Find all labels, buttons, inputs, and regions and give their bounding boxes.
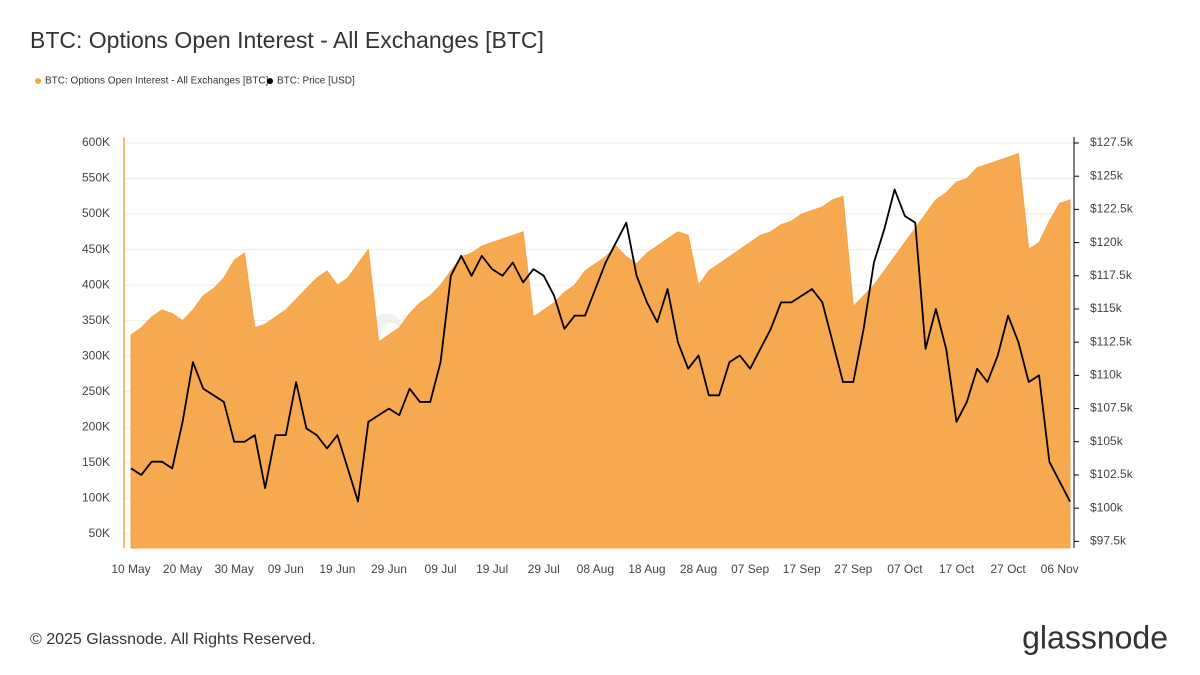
y2-tick-label: $117.5k [1090, 268, 1133, 282]
price-line [130, 188, 1071, 503]
legend-marker [267, 78, 273, 84]
x-tick-label: 10 May [111, 562, 150, 576]
area [130, 152, 1071, 549]
y2-tick-label: $100k [1090, 500, 1124, 514]
x-tick-label: 17 Sep [783, 562, 821, 576]
x-tick-label: 09 Jun [268, 562, 304, 576]
x-tick-label: 28 Aug [680, 562, 717, 576]
x-tick-label: 27 Oct [990, 562, 1026, 576]
x-tick-label: 29 Jun [371, 562, 407, 576]
x-tick-label: 09 Jul [425, 562, 457, 576]
y2-tick-label: $112.5k [1090, 334, 1133, 348]
y-tick-label: 100K [82, 490, 110, 504]
y-tick-label: 50K [89, 526, 110, 540]
y-tick-label: 300K [82, 348, 110, 362]
y2-tick-label: $97.5k [1090, 534, 1127, 548]
x-tick-label: 08 Aug [577, 562, 614, 576]
legend-label: BTC: Price [USD] [277, 76, 355, 87]
y-tick-label: 200K [82, 419, 110, 433]
y-tick-label: 350K [82, 313, 110, 327]
x-tick-label: 30 May [215, 562, 254, 576]
y2-tick-label: $102.5k [1090, 467, 1134, 481]
legend-marker [35, 78, 41, 84]
x-tick-label: 06 Nov [1041, 562, 1079, 576]
y2-tick-label: $122.5k [1090, 202, 1134, 216]
x-tick-label: 17 Oct [939, 562, 975, 576]
y2-tick-label: $125k [1090, 168, 1124, 182]
y-tick-label: 150K [82, 455, 110, 469]
y-tick-label: 450K [82, 242, 110, 256]
y-tick-label: 600K [82, 135, 110, 149]
footer: © 2025 Glassnode. All Rights Reserved. [30, 631, 316, 648]
legend-label: BTC: Options Open Interest - All Exchang… [45, 76, 269, 87]
y-tick-label: 550K [82, 171, 110, 185]
x-tick-label: 19 Jul [476, 562, 508, 576]
chart-title: BTC: Options Open Interest - All Exchang… [30, 27, 544, 53]
y2-tick-label: $115k [1090, 301, 1123, 315]
y2-tick-label: $107.5k [1090, 401, 1134, 415]
x-tick-label: 18 Aug [628, 562, 665, 576]
y2-tick-label: $110k [1090, 368, 1123, 382]
x-tick-label: 27 Sep [834, 562, 872, 576]
y2-tick-label: $127.5k [1090, 135, 1134, 149]
x-tick-label: 19 Jun [319, 562, 355, 576]
y-tick-label: 250K [82, 384, 110, 398]
x-tick-label: 07 Sep [731, 562, 769, 576]
legend: BTC: Options Open Interest - All Exchang… [35, 76, 355, 87]
y2-tick-label: $120k [1090, 235, 1124, 249]
x-tick-label: 29 Jul [528, 562, 560, 576]
y2-tick-label: $105k [1090, 434, 1124, 448]
logo: glassnode [1022, 619, 1168, 655]
y-tick-label: 500K [82, 206, 110, 220]
y-tick-label: 400K [82, 277, 110, 291]
x-tick-label: 20 May [163, 562, 202, 576]
x-tick-label: 07 Oct [887, 562, 923, 576]
